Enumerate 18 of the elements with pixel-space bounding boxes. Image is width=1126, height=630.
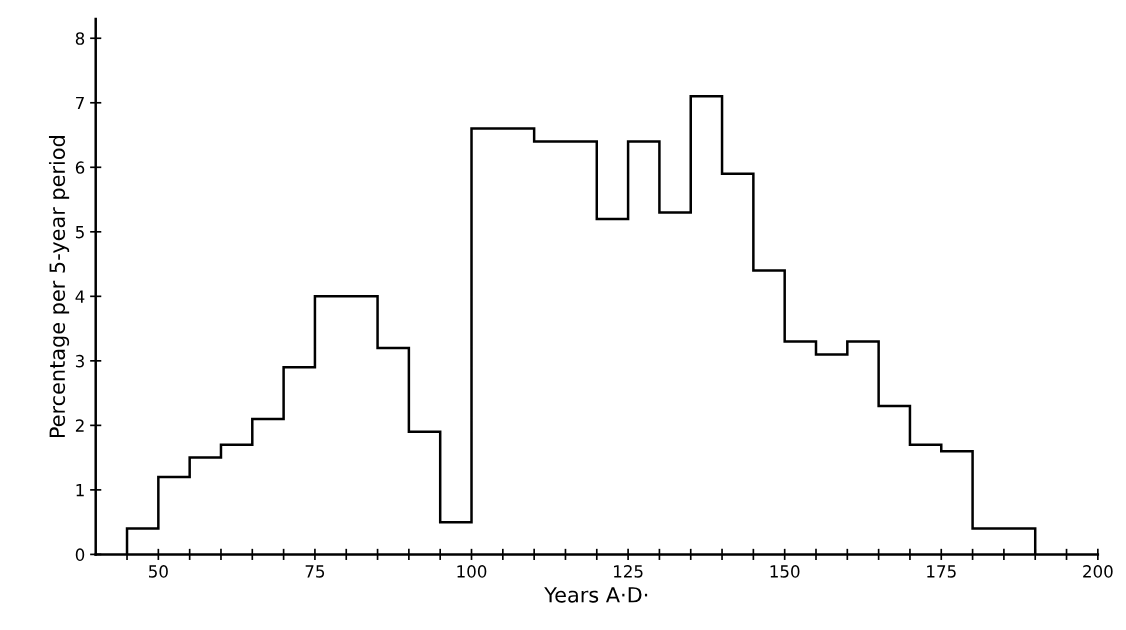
x-tick-label: 150	[770, 565, 800, 578]
y-tick-label: 5	[75, 225, 84, 239]
y-tick-label: 4	[75, 290, 85, 303]
x-tick-label: 175	[927, 565, 956, 578]
x-axis-title: Years A·D·	[544, 587, 648, 603]
y-axis-title: Percentage per 5-year period	[48, 136, 70, 438]
x-tick-label: 50	[149, 565, 168, 578]
y-tick-label: 0	[75, 548, 85, 561]
x-tick-label: 75	[305, 565, 325, 578]
x-tick-label: 125	[614, 565, 643, 578]
y-tick-label: 3	[75, 354, 84, 368]
y-tick-label: 6	[75, 161, 85, 174]
x-tick-label: 200	[1083, 565, 1113, 578]
y-tick-label: 7	[76, 96, 84, 110]
x-tick-label: 100	[457, 565, 487, 578]
y-tick-label: 1	[76, 484, 84, 497]
y-tick-label: 8	[75, 32, 85, 45]
y-tick-label: 2	[75, 419, 84, 432]
